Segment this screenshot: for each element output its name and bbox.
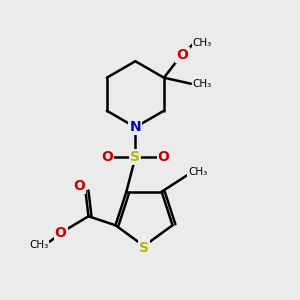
Text: O: O [177, 48, 188, 62]
Text: S: S [130, 150, 140, 164]
Text: CH₃: CH₃ [192, 38, 212, 48]
Text: O: O [158, 150, 169, 164]
Text: S: S [139, 241, 149, 254]
Text: CH₃: CH₃ [188, 167, 207, 177]
Text: CH₃: CH₃ [193, 79, 212, 89]
Text: N: N [130, 120, 141, 134]
Text: O: O [101, 150, 113, 164]
Text: O: O [55, 226, 67, 240]
Text: CH₃: CH₃ [29, 240, 49, 250]
Text: O: O [73, 179, 85, 193]
